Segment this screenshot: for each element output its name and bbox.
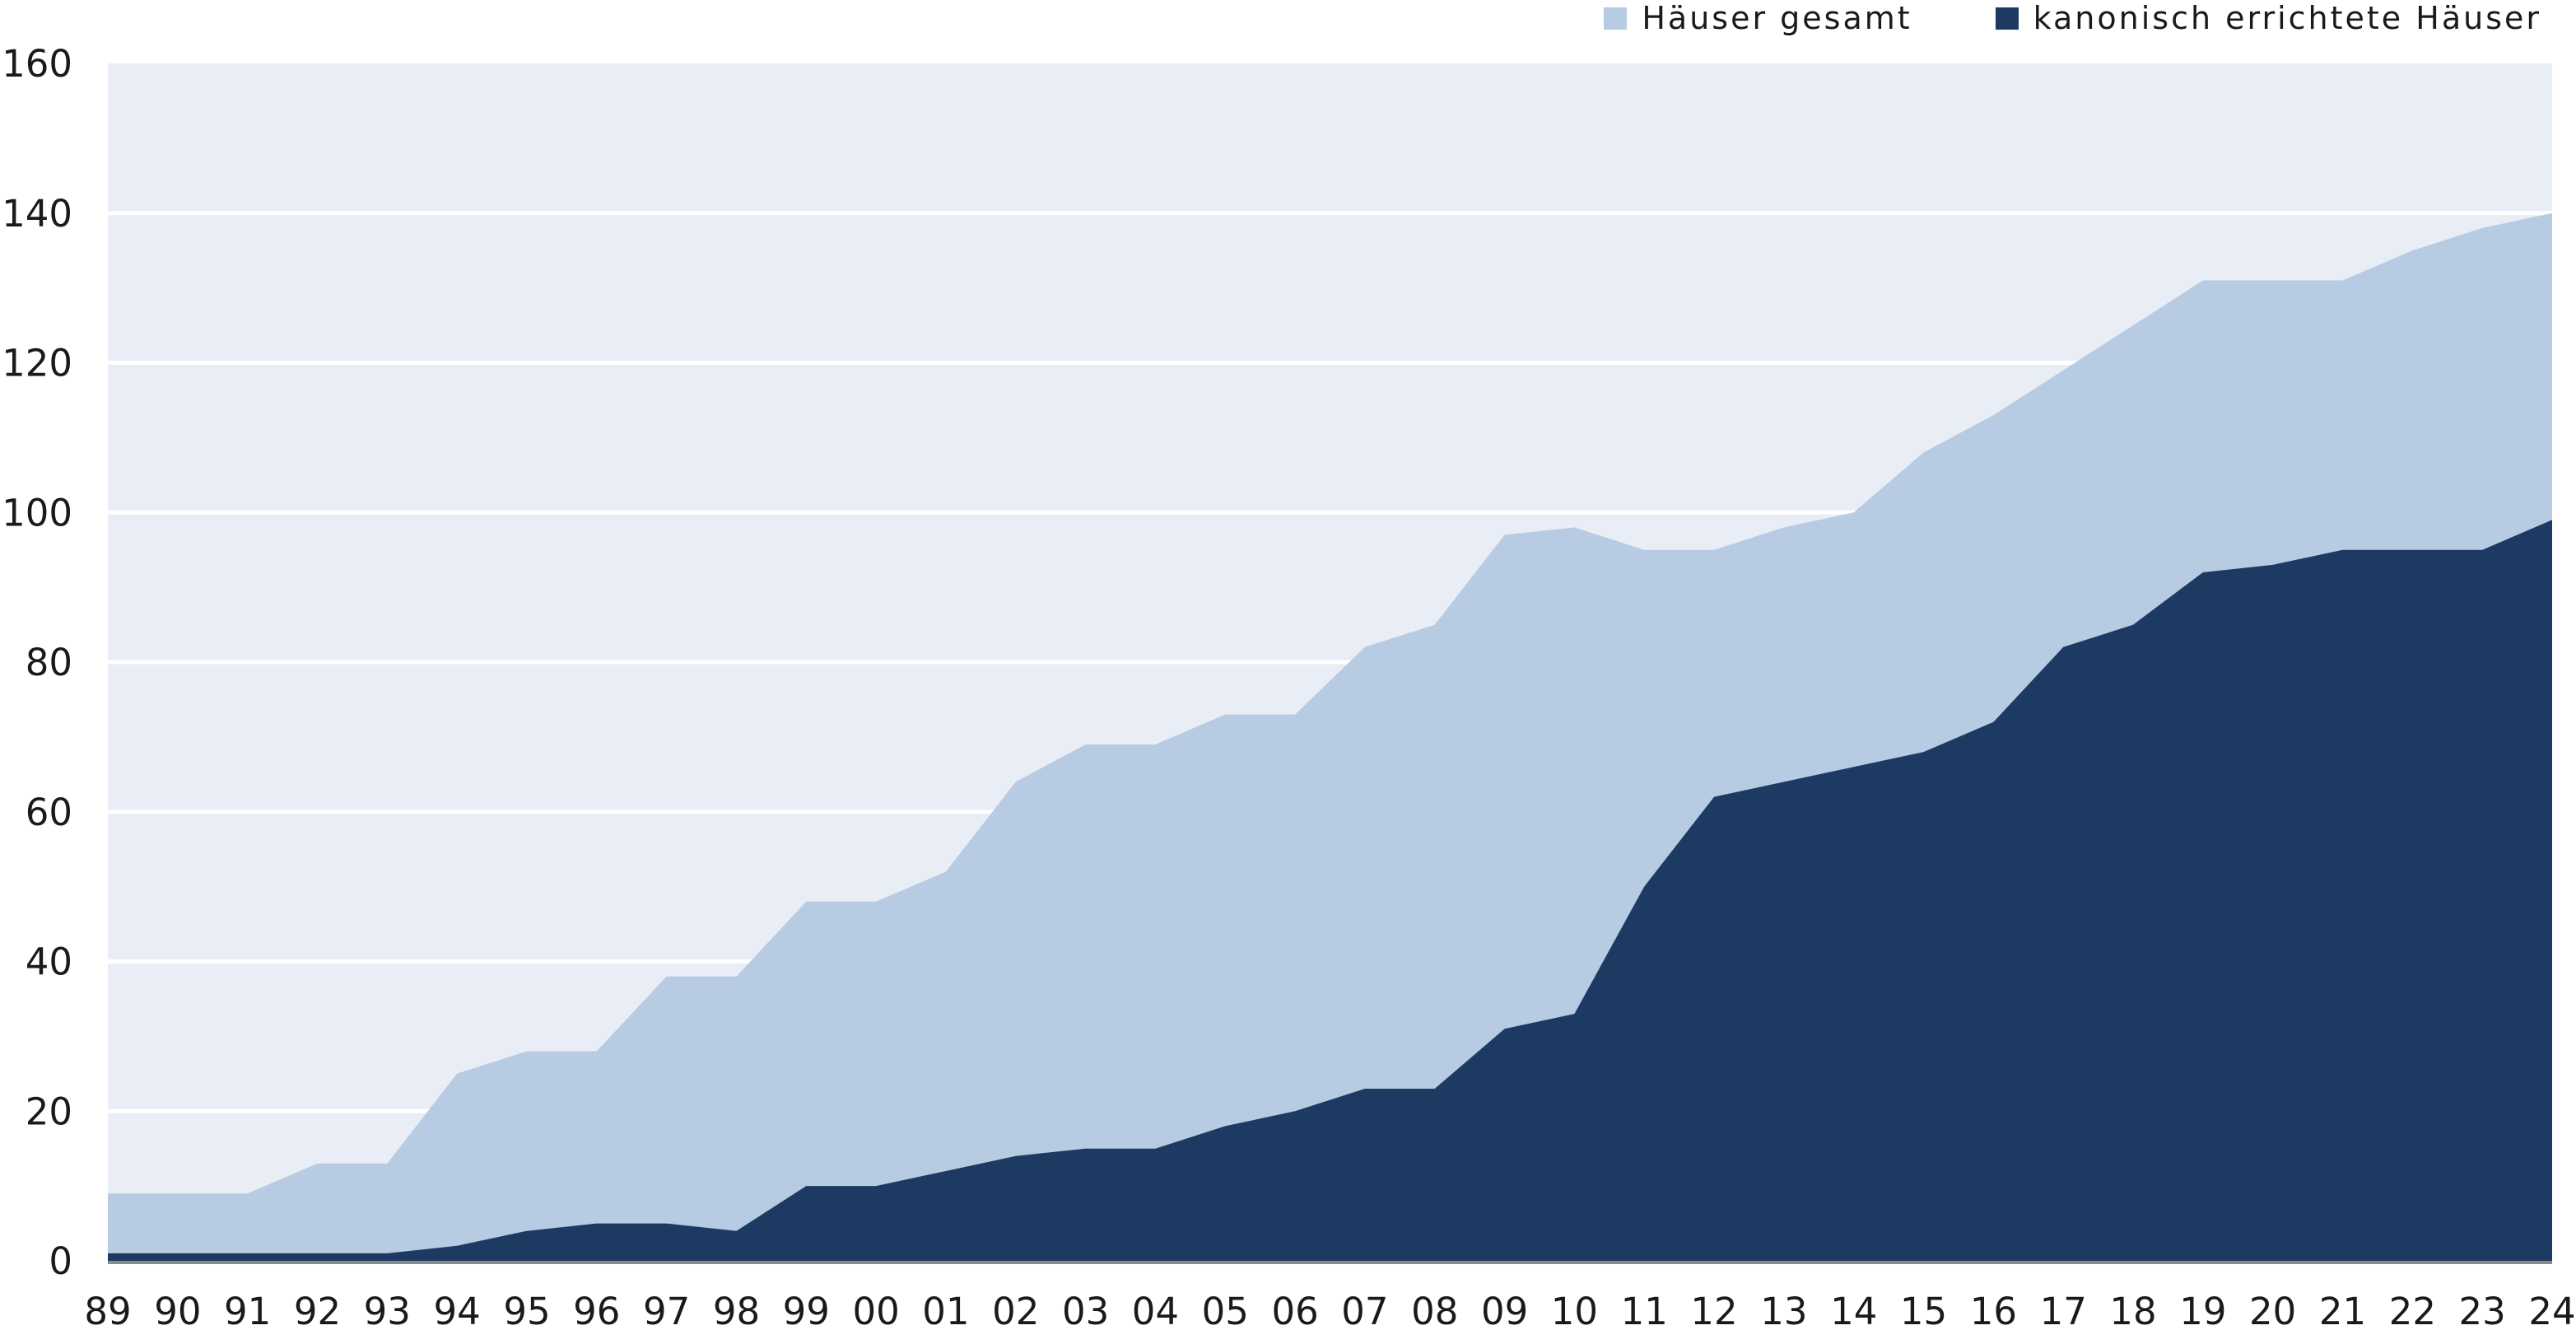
x-tick-label-05: 05 [1202, 1290, 1249, 1330]
x-tick-label-94: 94 [434, 1290, 481, 1330]
y-tick-label-100: 100 [2, 491, 72, 534]
y-tick-label-40: 40 [26, 940, 72, 984]
x-tick-label-11: 11 [1621, 1290, 1668, 1330]
x-tick-label-93: 93 [364, 1290, 411, 1330]
legend-item-canonical[interactable]: kanonisch errichtete Häuser [1995, 0, 2541, 36]
x-tick-label-04: 04 [1132, 1290, 1179, 1330]
x-tick-label-08: 08 [1411, 1290, 1458, 1330]
x-tick-label-14: 14 [1830, 1290, 1877, 1330]
x-tick-label-96: 96 [573, 1290, 620, 1330]
y-tick-label-120: 120 [2, 342, 72, 385]
x-tick-label-00: 00 [852, 1290, 899, 1330]
legend-item-total[interactable]: Häuser gesamt [1604, 0, 1912, 36]
x-tick-label-01: 01 [922, 1290, 969, 1330]
x-tick-label-23: 23 [2459, 1290, 2506, 1330]
x-tick-label-90: 90 [154, 1290, 201, 1330]
x-tick-label-89: 89 [84, 1290, 131, 1330]
y-tick-label-0: 0 [49, 1239, 72, 1283]
x-tick-label-12: 12 [1690, 1290, 1737, 1330]
x-tick-label-91: 91 [224, 1290, 271, 1330]
x-tick-label-99: 99 [783, 1290, 830, 1330]
series-area-canonical [108, 520, 2552, 1261]
legend-label-canonical: kanonisch errichtete Häuser [2033, 0, 2541, 36]
x-tick-label-15: 15 [1900, 1290, 1947, 1330]
x-tick-label-10: 10 [1551, 1290, 1598, 1330]
y-tick-label-20: 20 [26, 1090, 72, 1133]
x-tick-label-09: 09 [1481, 1290, 1528, 1330]
legend-label-total: Häuser gesamt [1642, 0, 1912, 36]
x-tick-label-16: 16 [1970, 1290, 2017, 1330]
y-tick-label-80: 80 [26, 641, 72, 684]
x-tick-label-95: 95 [503, 1290, 550, 1330]
x-tick-label-22: 22 [2389, 1290, 2436, 1330]
x-tick-label-24: 24 [2528, 1290, 2575, 1330]
x-axis-labels: 89 90 91 92 93 94 95 96 97 98 99 00 01 02 03 04 05 06 07 08… [84, 1290, 2575, 1330]
x-tick-label-03: 03 [1062, 1290, 1109, 1330]
y-tick-label-140: 140 [2, 192, 72, 236]
x-tick-label-18: 18 [2109, 1290, 2156, 1330]
x-tick-label-21: 21 [2319, 1290, 2366, 1330]
y-tick-label-60: 60 [26, 791, 72, 834]
x-tick-label-19: 19 [2179, 1290, 2226, 1330]
x-tick-label-17: 17 [2040, 1290, 2087, 1330]
y-axis-labels: 0 20 40 60 80 100 120 140 160 [2, 42, 72, 1283]
y-tick-label-160: 160 [2, 42, 72, 86]
x-tick-label-07: 07 [1341, 1290, 1388, 1330]
x-tick-label-98: 98 [713, 1290, 760, 1330]
x-tick-label-06: 06 [1271, 1290, 1318, 1330]
legend-swatch-total [1604, 7, 1628, 30]
x-tick-label-13: 13 [1760, 1290, 1807, 1330]
chart-legend: Häuser gesamt kanonisch errichtete Häuse… [1604, 0, 2541, 36]
x-tick-label-20: 20 [2249, 1290, 2296, 1330]
x-tick-label-97: 97 [643, 1290, 690, 1330]
legend-swatch-canonical [1995, 7, 2019, 30]
x-tick-label-92: 92 [294, 1290, 341, 1330]
x-tick-label-02: 02 [992, 1290, 1039, 1330]
